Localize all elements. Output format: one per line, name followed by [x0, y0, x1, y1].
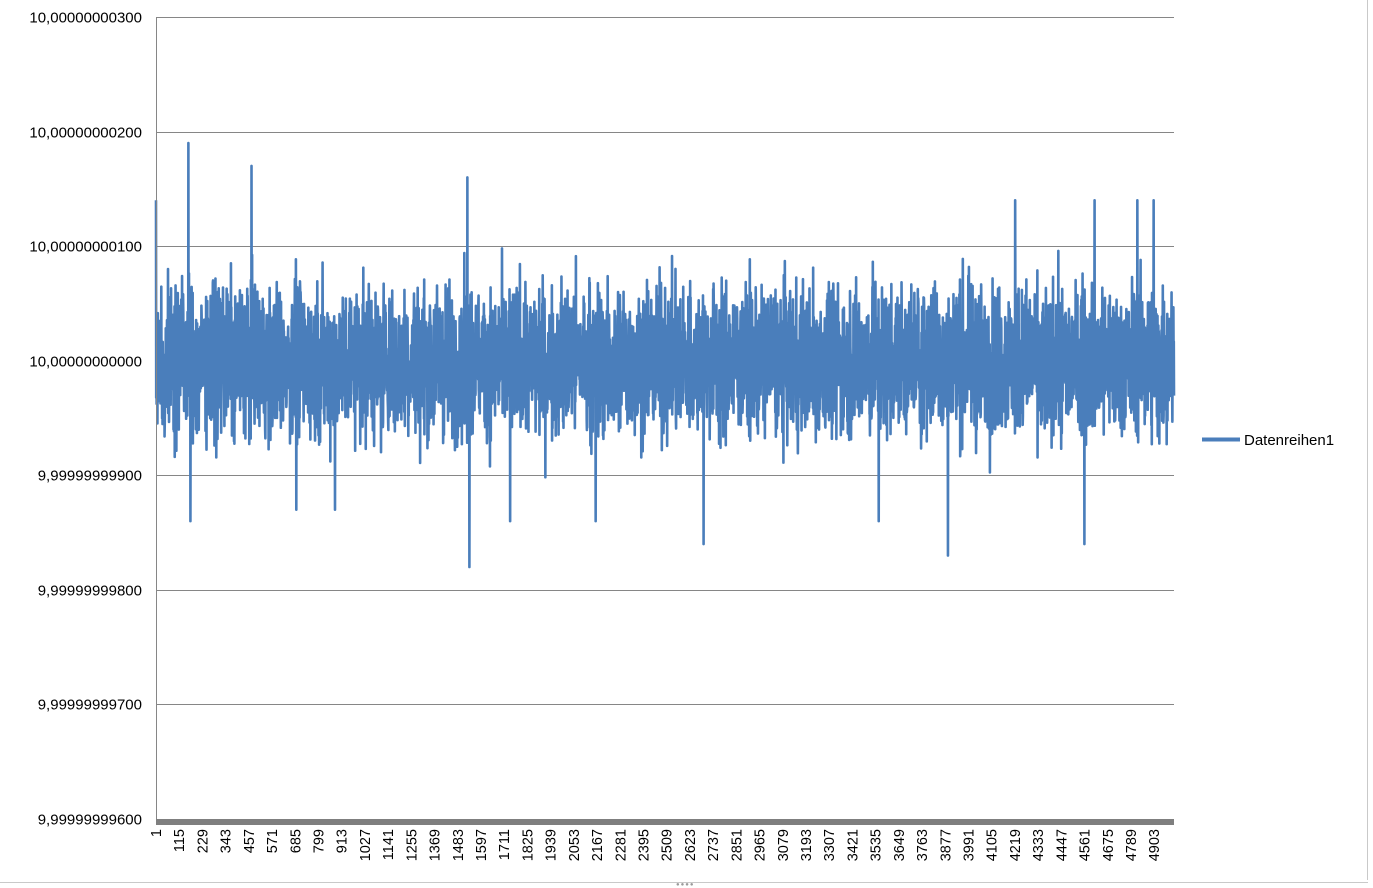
x-tick-label: 3421	[846, 829, 862, 861]
x-tick-label: 3307	[822, 829, 838, 861]
y-tick-label: 10,00000000000	[29, 354, 142, 371]
legend: Datenreihen1	[1202, 432, 1334, 449]
x-tick-label: 1825	[520, 829, 536, 861]
legend-label: Datenreihen1	[1244, 432, 1334, 449]
x-tick-label: 457	[242, 829, 258, 853]
x-tick-label: 1	[149, 829, 165, 837]
x-tick-label: 1939	[544, 829, 560, 861]
x-tick-label: 1141	[381, 829, 397, 860]
x-tick-label: 1027	[358, 829, 374, 861]
x-tick-label: 3763	[915, 829, 931, 861]
x-tick-label: 3193	[799, 829, 815, 861]
x-tick-label: 4219	[1008, 829, 1024, 861]
x-tick-label: 2281	[613, 829, 629, 861]
x-tick-label: 2053	[567, 829, 583, 861]
x-tick-label: 4333	[1031, 829, 1047, 861]
y-tick-label: 10,00000000200	[29, 125, 142, 142]
x-tick-label: 4789	[1124, 829, 1140, 861]
y-tick-label: 10,00000000300	[29, 10, 142, 27]
x-tick-label: 4903	[1147, 829, 1163, 861]
x-tick-label: 4561	[1078, 829, 1094, 861]
x-tick-label: 913	[335, 829, 351, 853]
y-tick-label: 9,99999999600	[38, 812, 142, 829]
y-tick-label: 10,00000000100	[29, 239, 142, 256]
x-tick-label: 799	[312, 829, 328, 853]
x-axis-line	[156, 819, 1174, 825]
x-tick-label: 2395	[637, 829, 653, 861]
x-tick-label: 1711	[497, 829, 513, 860]
x-tick-label: 2167	[590, 829, 606, 861]
x-tick-label: 3079	[776, 829, 792, 861]
x-tick-label: 2965	[753, 829, 769, 861]
x-tick-label: 3877	[938, 829, 954, 861]
x-tick-label: 3535	[869, 829, 885, 861]
series-line-datenreihen1	[154, 141, 1176, 569]
x-tick-label: 3649	[892, 829, 908, 861]
x-tick-label: 4675	[1101, 829, 1117, 861]
x-tick-label: 1597	[474, 829, 490, 861]
y-tick-label: 9,99999999900	[38, 468, 142, 485]
x-tick-label: 2623	[683, 829, 699, 861]
y-tick-label: 9,99999999700	[38, 697, 142, 714]
series-layer	[154, 141, 1176, 569]
axes	[156, 17, 1174, 825]
x-tick-label: 685	[288, 829, 304, 853]
resize-grip-icon[interactable]: ●●●●	[676, 882, 695, 888]
x-tick-label: 571	[265, 829, 281, 853]
x-tick-label: 1483	[451, 829, 467, 861]
x-tick-label: 2509	[660, 829, 676, 861]
x-tick-label: 115	[172, 829, 188, 852]
y-tick-label: 9,99999999800	[38, 583, 142, 600]
x-tick-label: 2851	[729, 829, 745, 861]
window-bottom-border	[0, 882, 1368, 883]
x-tick-label: 1255	[404, 829, 420, 861]
x-tick-label: 2737	[706, 829, 722, 861]
x-tick-label: 3991	[962, 829, 978, 861]
x-tick-label: 4447	[1054, 829, 1070, 861]
window-right-border	[1367, 0, 1368, 880]
x-tick-label: 1369	[428, 829, 444, 861]
x-tick-label: 4105	[985, 829, 1001, 861]
y-axis-ticks: 10,00000000300 10,00000000200 10,000000001…	[29, 10, 142, 829]
x-axis-ticks: 1 115 229 343 457 571 685 799 913 1027 1141 1255 136…	[149, 829, 1163, 861]
x-tick-label: 229	[195, 829, 211, 853]
x-tick-label: 343	[219, 829, 235, 853]
